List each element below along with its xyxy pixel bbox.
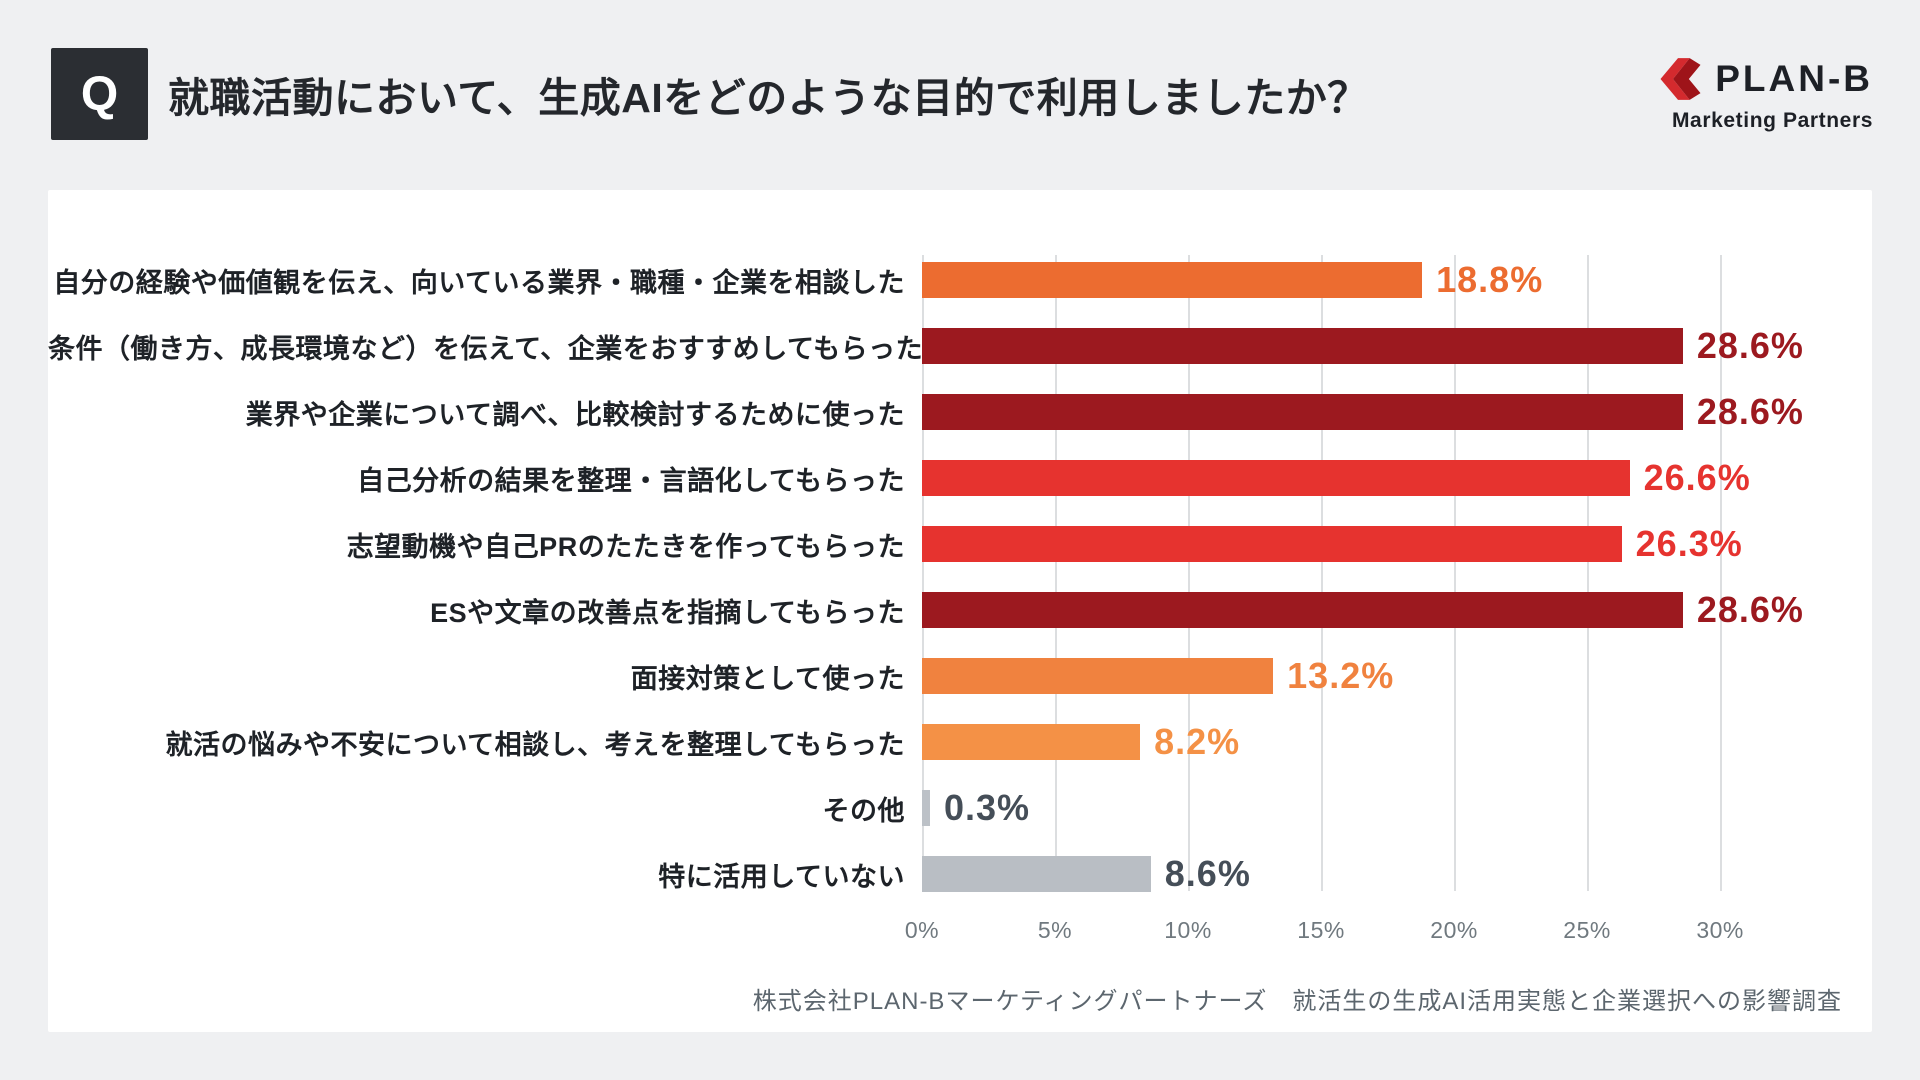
bar-value-label: 8.6% (1164, 853, 1251, 894)
bar-value-label: 0.3% (943, 787, 1031, 828)
bar (922, 724, 1141, 760)
chart-row: 就活の悩みや不安について相談し、考えを整理してもらった 8.2% (48, 709, 1872, 775)
bar-value-label: 13.2% (1287, 655, 1395, 696)
bar-value-label: 18.8% (1436, 259, 1544, 300)
bar-value-label: 28.6% (1696, 325, 1804, 366)
bar-value-label: 28.6% (1696, 589, 1804, 630)
bar (922, 394, 1683, 430)
category-label: 条件（働き方、成長環境など）を伝えて、企業をおすすめしてもらった (48, 333, 924, 364)
x-axis-tick: 25% (1563, 917, 1611, 943)
gridline-5% (1055, 255, 1058, 891)
chart-row: 自己分析の結果を整理・言語化してもらった 26.6% (48, 445, 1872, 511)
category-label: 自己分析の結果を整理・言語化してもらった (357, 465, 905, 496)
question-badge: Q (51, 48, 148, 140)
bar-track: 18.8% (922, 259, 1872, 300)
bar-value-label: 26.6% (1643, 457, 1751, 498)
gridlines (922, 255, 1872, 891)
chart-rows: 自分の経験や価値観を伝え、向いている業界・職種・企業を相談した 18.8% 条件（働… (48, 247, 1872, 907)
chart-row: ESや文章の改善点を指摘してもらった 28.6% (48, 577, 1872, 643)
gridline-0% (922, 255, 924, 891)
gridline-30% (1720, 255, 1723, 891)
chart-row: 志望動機や自己PRのたたきを作ってもらった 26.3% (48, 511, 1872, 577)
gridline-25% (1587, 255, 1590, 891)
category-label: 志望動機や自己PRのたたきを作ってもらった (346, 531, 905, 562)
bar-track: 13.2% (922, 655, 1872, 696)
chart-row: 特に活用していない 8.6% (48, 841, 1872, 907)
category-label: 就活の悩みや不安について相談し、考えを整理してもらった (165, 729, 905, 760)
gridline-10% (1188, 255, 1191, 891)
page-title: 就職活動において、生成AIをどのような目的で利用しましたか？ (168, 75, 1369, 121)
planb-chevron-icon (1660, 58, 1701, 100)
logo-wordmark: PLAN-B (1715, 58, 1873, 99)
bar-track: 8.2% (922, 721, 1872, 762)
bar (922, 460, 1630, 496)
bar (922, 790, 930, 826)
chart-row: 業界や企業について調べ、比較検討するために使った 28.6% (48, 379, 1872, 445)
gridline-20% (1454, 255, 1457, 891)
chart-row: その他 0.3% (48, 775, 1872, 841)
chart-row: 条件（働き方、成長環境など）を伝えて、企業をおすすめしてもらった 28.6% (48, 313, 1872, 379)
x-axis-tick: 0% (904, 917, 940, 943)
bar-value-label: 28.6% (1696, 391, 1804, 432)
chart-row: 自分の経験や価値観を伝え、向いている業界・職種・企業を相談した 18.8% (48, 247, 1872, 313)
category-label: 自分の経験や価値観を伝え、向いている業界・職種・企業を相談した (53, 267, 905, 298)
category-label: 面接対策として使った (630, 663, 905, 694)
x-axis-tick: 30% (1696, 917, 1744, 943)
category-label: ESや文章の改善点を指摘してもらった (430, 597, 905, 628)
bar (922, 526, 1622, 562)
planb-logo: PLAN-B Marketing Partners (1653, 52, 1873, 133)
question-badge-letter: Q (80, 67, 119, 121)
chart-row: 面接対策として使った 13.2% (48, 643, 1872, 709)
source-note: 株式会社PLAN-Bマーケティングパートナーズ 就活生の生成AI活用実態と企業選… (752, 988, 1842, 1015)
bar-track: 28.6% (922, 391, 1872, 432)
chart-card: 自分の経験や価値観を伝え、向いている業界・職種・企業を相談した 18.8% 条件（働… (48, 190, 1872, 1032)
bar-value-label: 8.2% (1154, 721, 1241, 762)
bar (922, 262, 1423, 298)
bar (922, 856, 1151, 892)
bar-chart: 自分の経験や価値観を伝え、向いている業界・職種・企業を相談した 18.8% 条件（働… (48, 247, 1872, 907)
x-axis-tick: 15% (1297, 917, 1345, 943)
gridline-15% (1321, 255, 1324, 891)
bar-track: 0.3% (922, 787, 1872, 828)
bar-track: 26.6% (922, 457, 1872, 498)
bar-track: 28.6% (922, 325, 1872, 366)
category-label: その他 (822, 795, 905, 826)
category-label: 業界や企業について調べ、比較検討するために使った (245, 399, 905, 430)
bar (922, 592, 1683, 628)
x-axis-tick: 20% (1430, 917, 1478, 943)
x-axis-tick: 10% (1164, 917, 1212, 943)
bar-track: 28.6% (922, 589, 1872, 630)
bar (922, 328, 1683, 364)
bar (922, 658, 1274, 694)
logo-subtitle: Marketing Partners (1671, 109, 1873, 132)
bar-track: 26.3% (922, 523, 1872, 564)
x-axis: 0% 5% 10% 15% 20% 25% 30% (905, 907, 1872, 947)
bar-value-label: 26.3% (1635, 523, 1743, 564)
category-label: 特に活用していない (658, 861, 905, 892)
x-axis-tick: 5% (1037, 917, 1073, 943)
bar-track: 8.6% (922, 853, 1872, 894)
